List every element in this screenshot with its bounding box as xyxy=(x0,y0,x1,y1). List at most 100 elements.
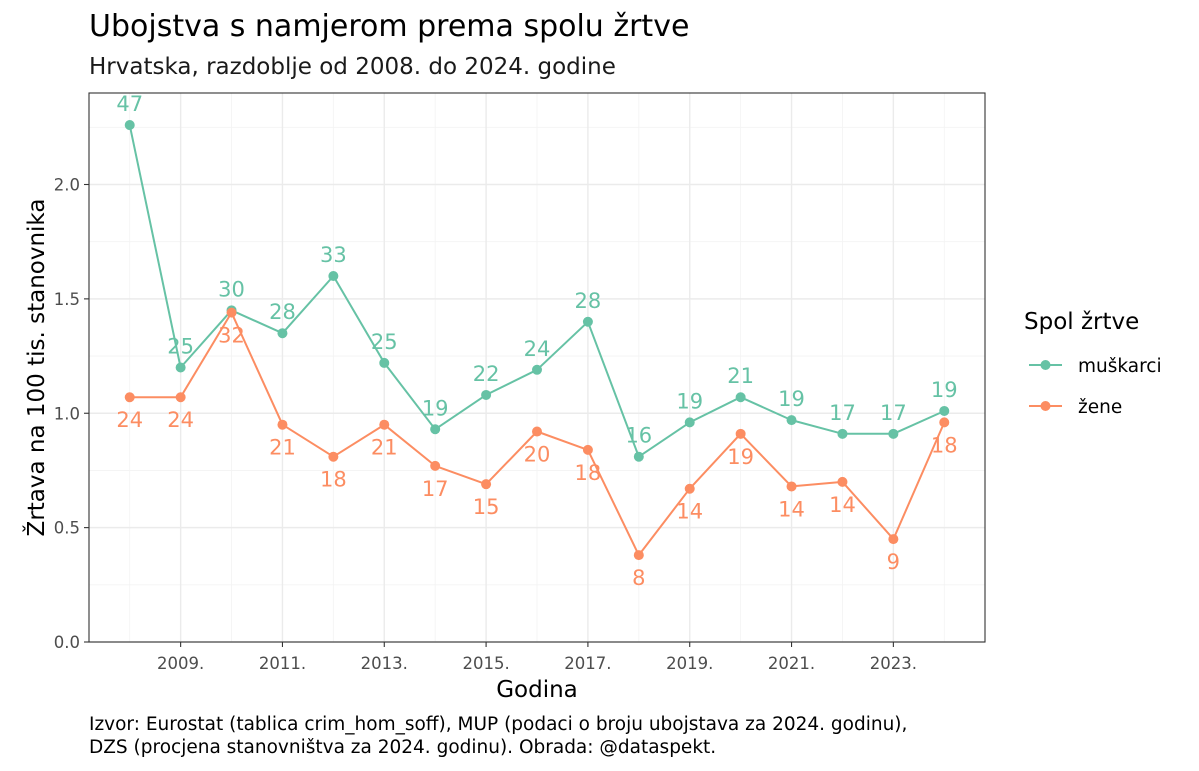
y-axis-title: Žrtava na 100 tis. stanovnika xyxy=(22,199,50,537)
data-label: 19 xyxy=(931,378,958,402)
data-point xyxy=(888,428,899,439)
data-point xyxy=(379,357,390,368)
legend-title: Spol žrtve xyxy=(1024,309,1139,335)
data-label: 32 xyxy=(218,324,245,348)
data-label: 19 xyxy=(727,445,754,469)
data-label: 19 xyxy=(778,387,805,411)
data-label: 8 xyxy=(632,566,645,590)
x-tick-label: 2019. xyxy=(666,654,713,673)
legend-key-point xyxy=(1040,360,1051,370)
data-label: 9 xyxy=(887,550,900,574)
data-label: 28 xyxy=(269,300,296,324)
data-labels: 47 24 25 24 30 32 28 21 33 18 25 21 19 17 22 15 24 20 28 18… xyxy=(116,92,957,590)
x-axis-title: Godina xyxy=(496,677,578,703)
data-point xyxy=(684,483,695,494)
data-point xyxy=(481,389,492,400)
data-point xyxy=(328,271,339,281)
data-label: 15 xyxy=(473,495,500,519)
data-label: 25 xyxy=(371,330,398,354)
data-label: 14 xyxy=(676,500,703,524)
chart-title: Ubojstva s namjerom prema spolu žrtve xyxy=(89,9,689,44)
legend: Spol žrtve muškarci žene xyxy=(1024,309,1162,418)
x-tick-label: 2011. xyxy=(259,654,306,673)
y-tick-label: 1.0 xyxy=(54,404,80,423)
legend-item-zene: žene xyxy=(1029,397,1122,418)
data-point xyxy=(735,392,746,403)
legend-label: žene xyxy=(1078,397,1122,418)
data-label: 28 xyxy=(575,289,602,313)
data-label: 19 xyxy=(676,389,703,413)
data-label: 24 xyxy=(116,408,143,432)
y-tick-label: 0.5 xyxy=(54,519,80,538)
legend-label: muškarci xyxy=(1078,356,1162,377)
caption-line-1: Izvor: Eurostat (tablica crim_hom_soff),… xyxy=(89,714,907,735)
x-tick-label: 2023. xyxy=(870,654,917,673)
data-label: 25 xyxy=(167,335,194,359)
data-point xyxy=(124,392,135,403)
data-label: 17 xyxy=(880,401,907,425)
data-point xyxy=(481,479,492,490)
axis-ticks: 0.0 0.5 1.0 1.5 2.0 2009. 2011. 2013. 2015. 2017.… xyxy=(54,176,917,674)
chart-subtitle: Hrvatska, razdoblje od 2008. do 2024. go… xyxy=(89,54,616,80)
data-point xyxy=(430,460,441,471)
data-label: 17 xyxy=(422,477,449,501)
data-point xyxy=(633,550,644,561)
data-label: 18 xyxy=(931,433,958,457)
data-point xyxy=(379,419,390,430)
data-point xyxy=(277,419,288,430)
data-point xyxy=(582,444,593,455)
data-point xyxy=(430,424,441,435)
data-point xyxy=(939,417,950,428)
data-label: 18 xyxy=(575,461,602,485)
y-tick-label: 1.5 xyxy=(54,290,80,309)
data-point xyxy=(175,392,186,403)
data-label: 30 xyxy=(218,277,245,301)
data-label: 33 xyxy=(320,243,347,267)
data-point xyxy=(786,415,797,426)
plot-panel-border xyxy=(88,92,986,643)
x-tick-label: 2021. xyxy=(768,654,815,673)
data-point xyxy=(939,405,950,416)
x-tick-label: 2015. xyxy=(462,654,509,673)
data-point xyxy=(786,481,797,492)
legend-key-point xyxy=(1040,401,1051,411)
data-point xyxy=(633,451,644,462)
caption-line-2: DZS (procjena stanovništva za 2024. godi… xyxy=(89,737,716,758)
data-label: 47 xyxy=(116,92,143,116)
data-label: 21 xyxy=(269,436,296,460)
series-points xyxy=(124,120,950,561)
data-point xyxy=(582,316,593,327)
data-point xyxy=(532,426,542,437)
grid-major xyxy=(89,93,985,643)
data-label: 24 xyxy=(167,408,194,432)
x-tick-label: 2009. xyxy=(157,654,204,673)
data-label: 20 xyxy=(524,443,551,467)
x-tick-label: 2013. xyxy=(361,654,408,673)
data-label: 19 xyxy=(422,396,449,420)
data-point xyxy=(532,364,542,375)
data-label: 16 xyxy=(625,424,652,448)
y-tick-label: 0.0 xyxy=(54,633,80,652)
data-point xyxy=(888,534,899,545)
data-point xyxy=(277,328,288,339)
data-point xyxy=(837,428,848,439)
data-point xyxy=(124,120,135,131)
data-point xyxy=(684,417,695,428)
data-point xyxy=(328,451,339,462)
data-point xyxy=(226,307,237,318)
data-label: 14 xyxy=(829,493,856,517)
data-label: 21 xyxy=(727,364,754,388)
y-tick-label: 2.0 xyxy=(54,176,80,195)
data-point xyxy=(175,362,186,373)
data-label: 21 xyxy=(371,436,398,460)
data-label: 14 xyxy=(778,497,805,521)
x-tick-label: 2017. xyxy=(564,654,611,673)
data-label: 22 xyxy=(473,362,500,386)
data-label: 24 xyxy=(524,337,551,361)
data-point xyxy=(735,428,746,439)
legend-item-muskarci: muškarci xyxy=(1029,356,1162,377)
data-label: 18 xyxy=(320,468,347,492)
data-label: 17 xyxy=(829,401,856,425)
data-point xyxy=(837,476,848,487)
